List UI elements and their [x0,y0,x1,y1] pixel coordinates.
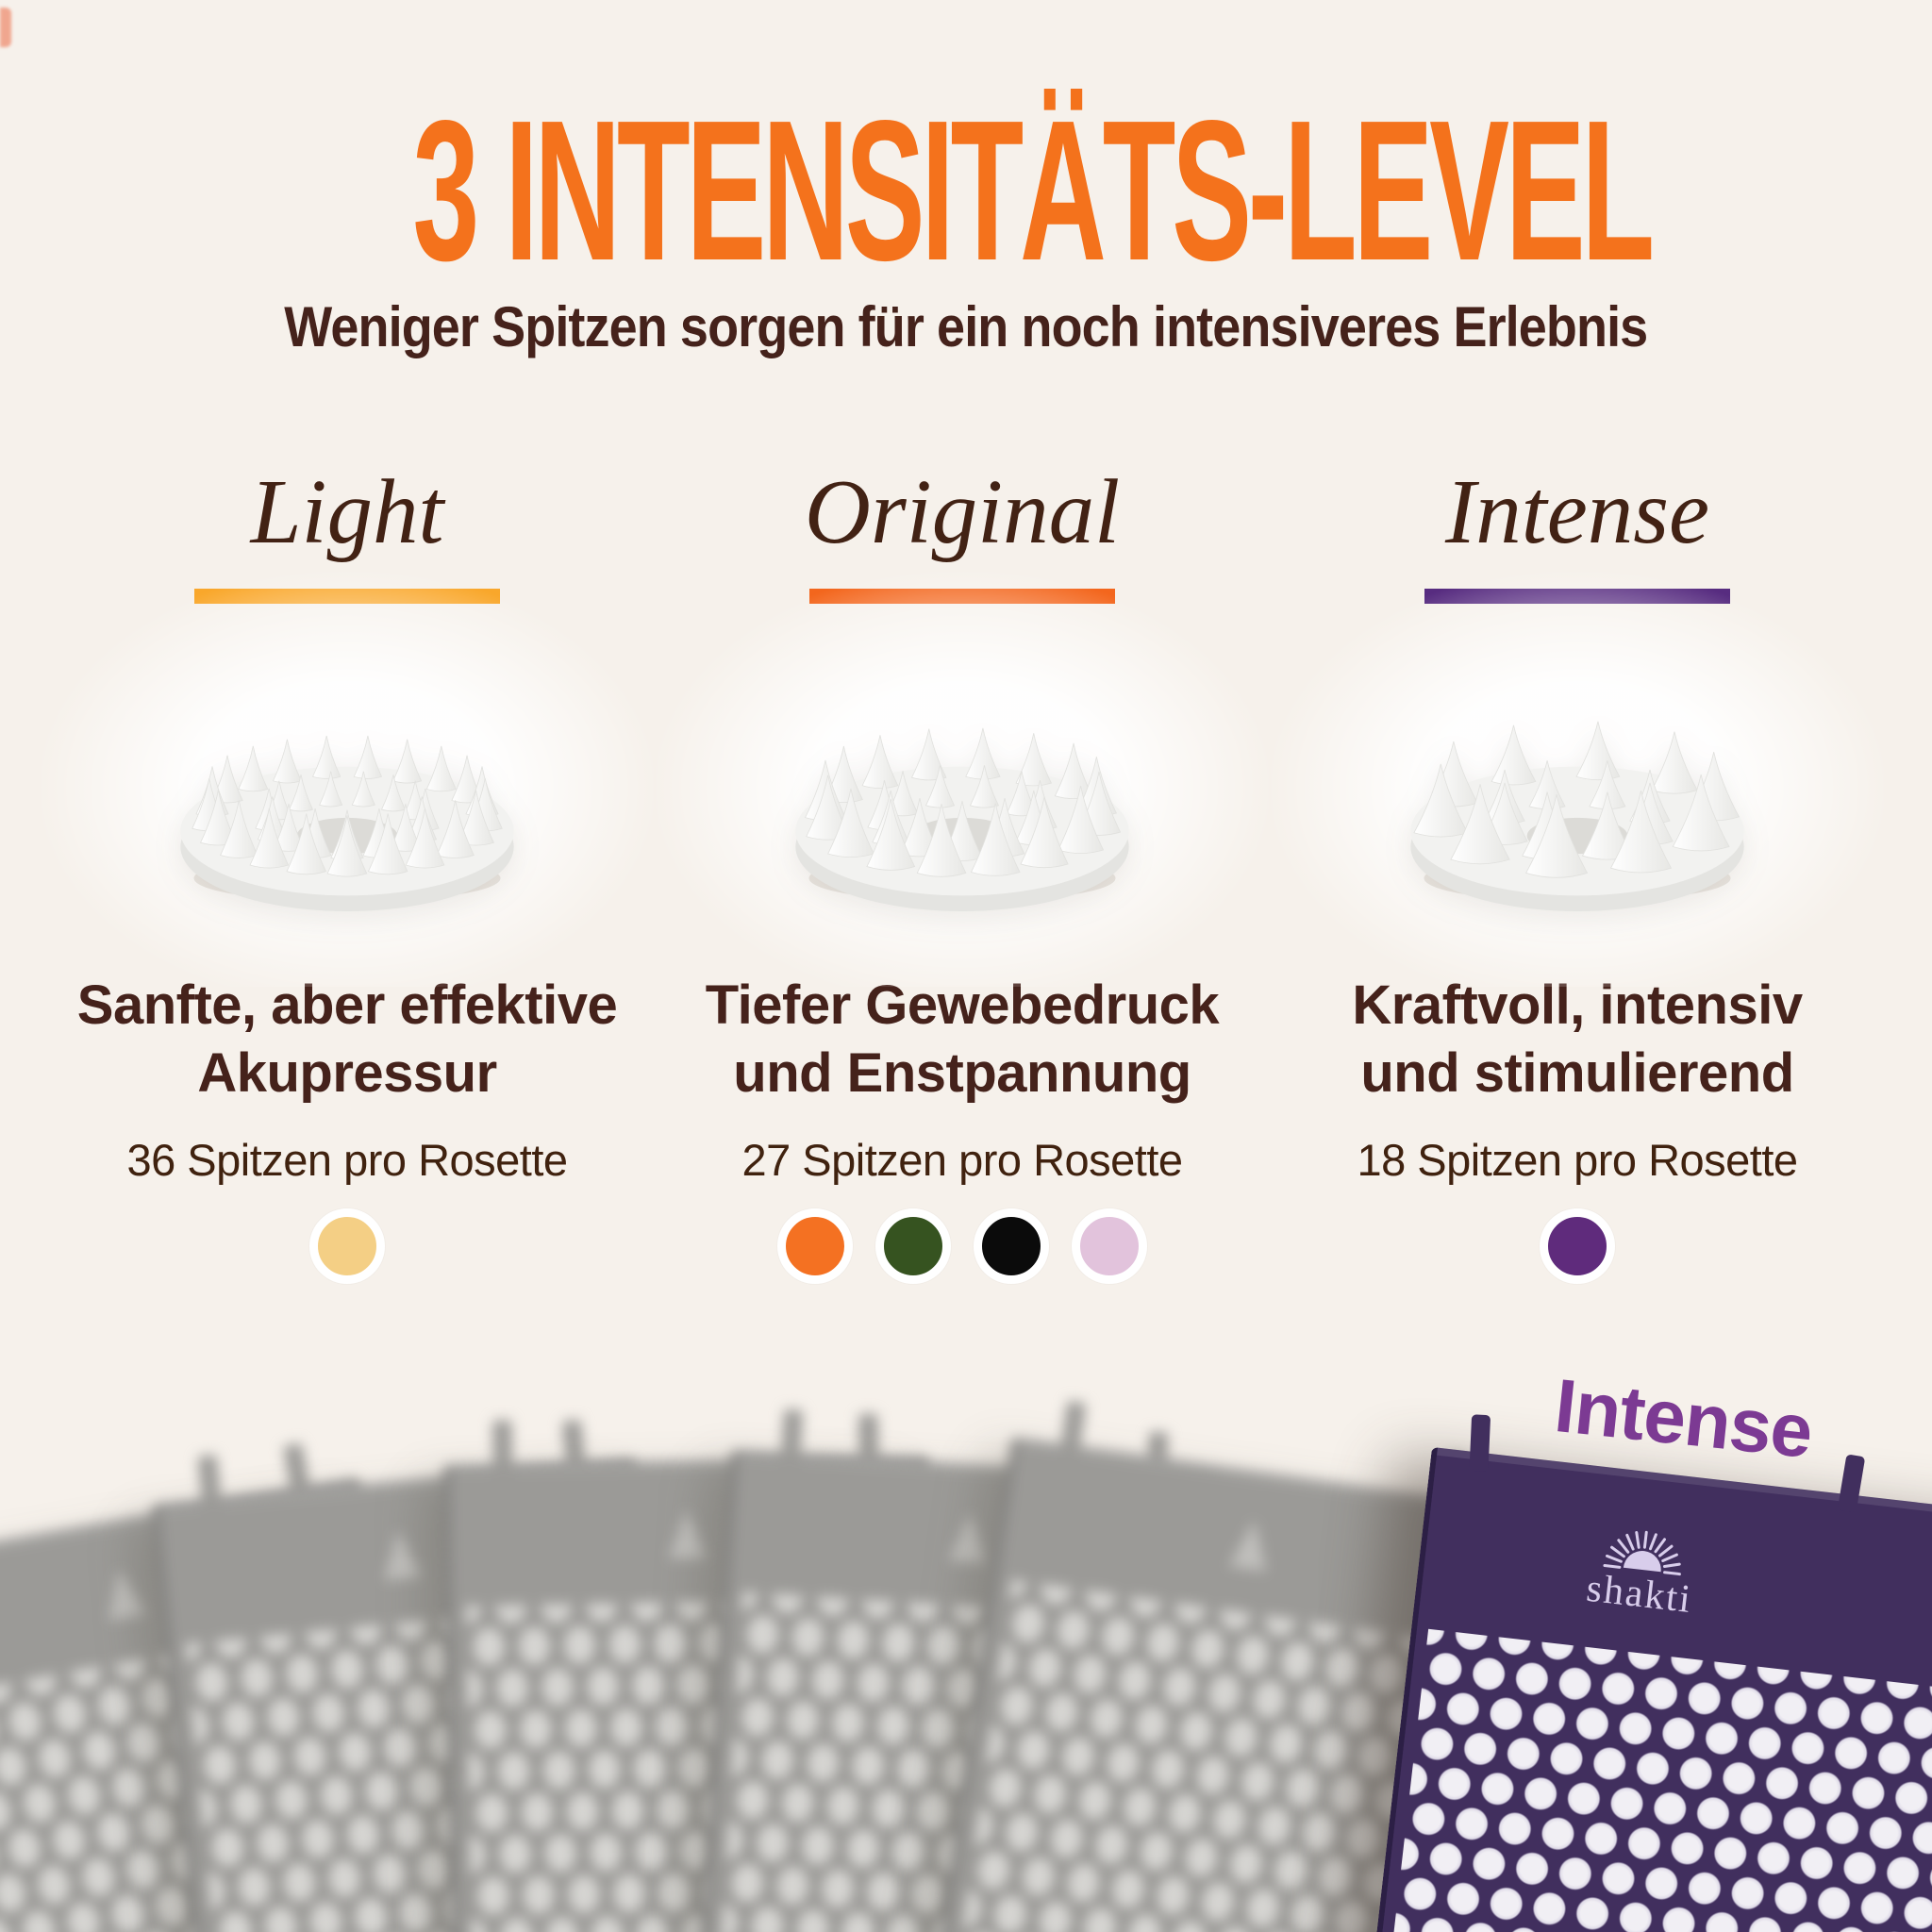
level-description-line: und Enstpannung [733,1041,1191,1104]
color-swatch [777,1208,853,1284]
rosette-illustration-light [180,735,514,911]
spike-count-light: 36 Spitzen pro Rosette [126,1134,568,1185]
rosette-illustration-intense [1410,721,1744,911]
mat-logo-mark [937,1511,1002,1564]
color-swatch [309,1208,385,1284]
level-column-light: Light Sanfte, aber effektive Akupressur … [41,461,654,1284]
rosette-illustration-original [795,727,1129,911]
mat-rosette-dots [1324,1628,1932,1932]
page-subtitle: Weniger Spitzen sorgen für ein noch inte… [0,294,1932,359]
rosette-image-light [41,571,654,987]
intense-mat: shakti [1314,1414,1932,1932]
level-description-line: Akupressur [197,1041,497,1104]
color-swatch [1540,1208,1615,1284]
rosette-image-original [656,571,1269,987]
level-description-line: und stimulierend [1360,1041,1794,1104]
spike-count-intense: 18 Spitzen pro Rosette [1357,1134,1798,1185]
page-title-text: 3 INTENSITÄTS-LEVEL [412,78,1655,302]
mat-logo-mark [656,1508,719,1558]
mat-hanging-loop [197,1454,223,1513]
color-swatch [1072,1208,1147,1284]
color-swatch-row-intense [1275,1208,1879,1284]
sunburst-icon [1603,1530,1681,1576]
page-subtitle-text: Weniger Spitzen sorgen für ein noch inte… [284,295,1648,358]
level-name-light: Light [250,461,444,562]
color-swatch-row-light [45,1208,649,1284]
mat-hanging-loop [780,1408,804,1467]
rosette-image-intense [1271,571,1884,987]
page-title: 3 INTENSITÄTS-LEVEL [0,91,1932,291]
mat-hanging-loop [1059,1400,1087,1459]
mat-hanging-loop [1469,1414,1491,1473]
mat-logo-mark [1217,1516,1286,1574]
mat-logo-mark [89,1563,158,1623]
color-swatch [875,1208,951,1284]
corner-artifact-mark [0,8,11,47]
mat-hanging-loop [492,1420,513,1477]
shakti-logo: shakti [1534,1506,1752,1628]
mat-logo-mark [367,1527,434,1582]
level-name-original: Original [804,461,1121,562]
level-column-original: Original Tiefer Gewebedruck und Enstpann… [656,461,1269,1284]
level-name-intense: Intense [1444,461,1710,562]
spike-count-original: 27 Spitzen pro Rosette [741,1134,1183,1185]
color-swatch-row-original [660,1208,1264,1284]
color-swatch [974,1208,1049,1284]
level-column-intense: Intense Kraftvoll, intensiv und stimulie… [1271,461,1884,1284]
